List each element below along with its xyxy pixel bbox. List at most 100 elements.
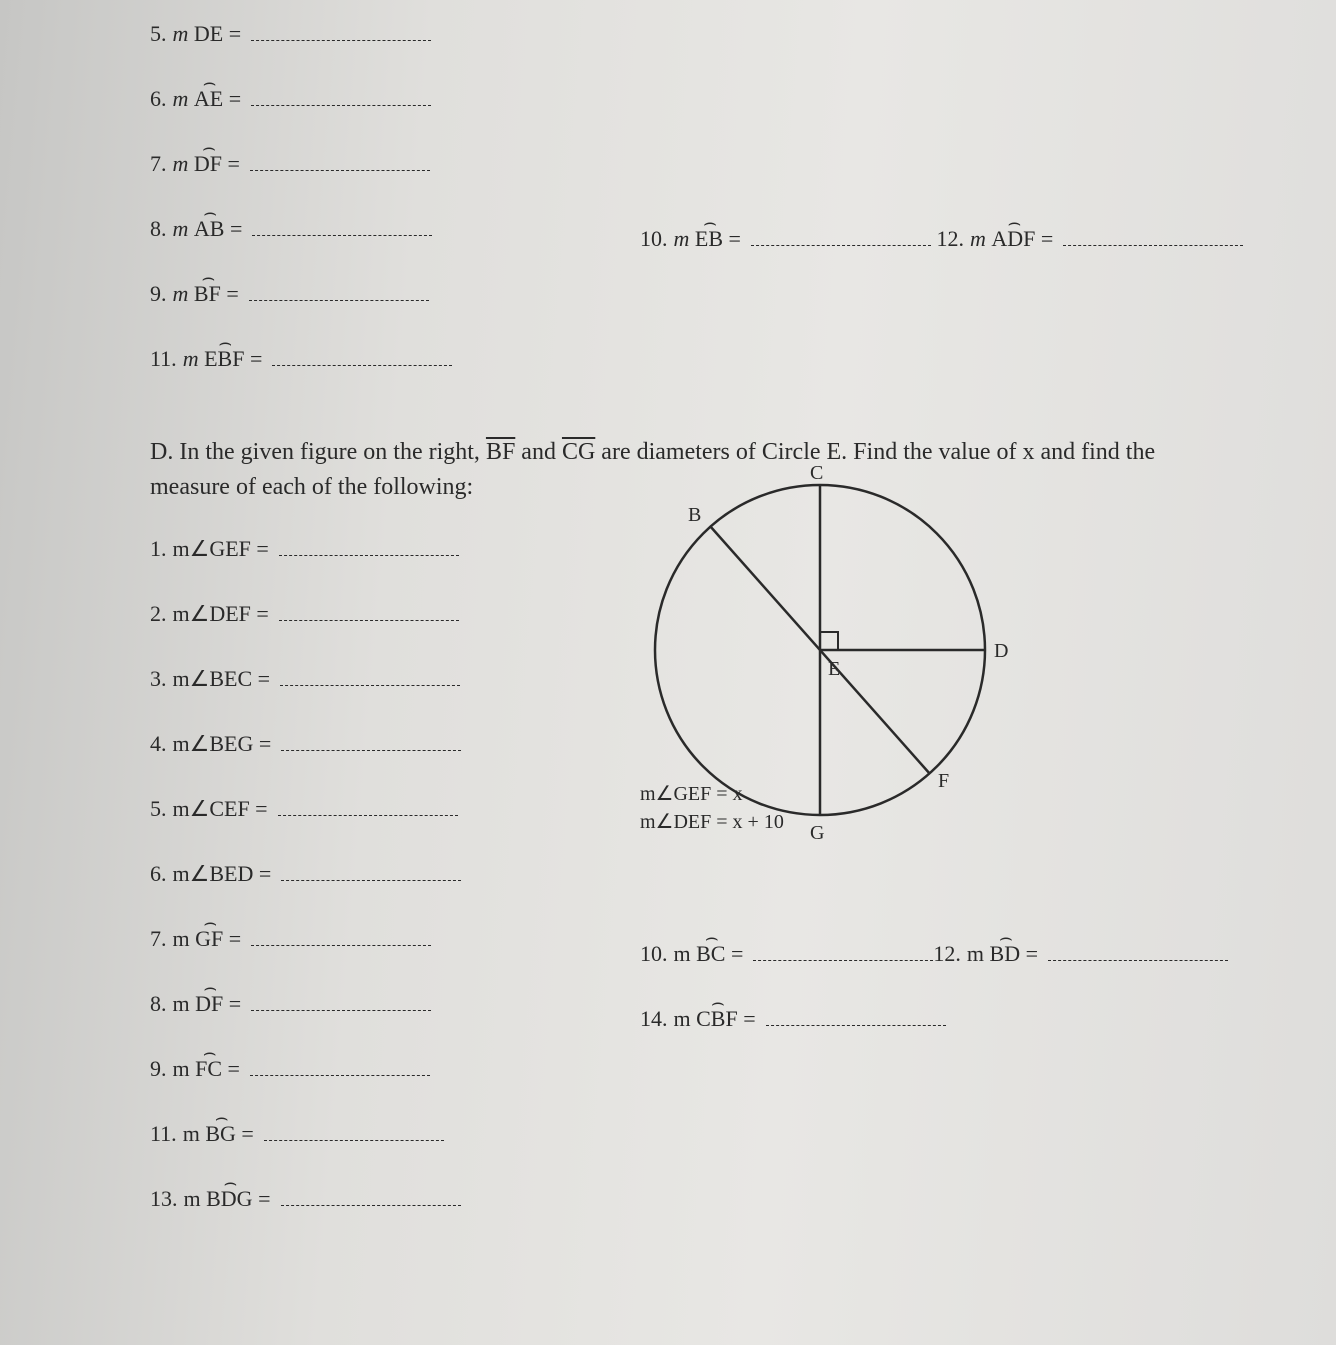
qlabel: m∠GEF =	[173, 536, 269, 562]
d-arc-left-13: 13.m BDG =	[150, 1183, 461, 1212]
top-right-column: 10. m EB = 12. m ADF =	[580, 0, 1276, 390]
q10-label: m EB =	[674, 226, 741, 252]
top-block: 5. m DE = 6. m AE = 7. m DF = 8. m AB = …	[150, 0, 1276, 390]
qblank[interactable]	[1048, 938, 1228, 961]
q8-num: 8.	[150, 216, 167, 242]
d-arc-left-7: 7.m GF =	[150, 923, 431, 952]
d-angle-q-6: 6.m∠BED =	[150, 858, 461, 887]
arc-list-left: 7.m GF = 8.m DF = 9.m FC = 11.m BG = 13.m BD…	[150, 905, 610, 1230]
q5-num: 5.	[150, 21, 167, 47]
qnum: 12.	[933, 941, 961, 967]
qnum: 6.	[150, 861, 167, 887]
d-angle-q-4: 4.m∠BEG =	[150, 728, 461, 757]
q11-blank[interactable]	[272, 343, 452, 366]
segment-cg: CG	[562, 439, 595, 465]
section-d-body: 1.m∠GEF =2.m∠DEF =3.m∠BEC =4.m∠BEG =5.m∠…	[150, 515, 1276, 1230]
q10-num: 10.	[640, 226, 668, 252]
qblank[interactable]	[279, 598, 459, 621]
qlabel: m GF =	[173, 926, 242, 952]
arc-list-right: 10.m BC = 12.m BD = 14.m CBF =	[640, 920, 1276, 1050]
q9: 9. m BF =	[150, 278, 429, 307]
circle-diagram: BCDFGE m∠GEF = x m∠DEF = x + 10	[610, 480, 1030, 860]
qnum: 10.	[640, 941, 668, 967]
q11-num: 11.	[150, 346, 177, 372]
point-label-E: E	[828, 658, 840, 681]
qblank[interactable]	[281, 728, 461, 751]
point-label-C: C	[810, 462, 823, 485]
qnum: 8.	[150, 991, 167, 1017]
qnum: 14.	[640, 1006, 668, 1032]
segment-bf: BF	[486, 439, 515, 465]
qlabel: m FC =	[173, 1056, 240, 1082]
q6-blank[interactable]	[251, 83, 431, 106]
qnum: 9.	[150, 1056, 167, 1082]
q9-num: 9.	[150, 281, 167, 307]
qblank[interactable]	[281, 1183, 461, 1206]
d-angle-q-2: 2.m∠DEF =	[150, 598, 459, 627]
q12-num: 12.	[936, 226, 964, 252]
q7-num: 7.	[150, 151, 167, 177]
qlabel: m∠BEG =	[173, 731, 272, 757]
d-arc-left-11: 11.m BG =	[150, 1118, 444, 1147]
qblank[interactable]	[281, 858, 461, 881]
q5-label: m DE =	[173, 21, 242, 47]
qblank[interactable]	[250, 1053, 430, 1076]
right-angle-box	[820, 632, 838, 650]
section-d-and: and	[515, 439, 562, 465]
angle-notes: m∠GEF = x m∠DEF = x + 10	[640, 780, 784, 836]
qlabel: m BD =	[967, 941, 1038, 967]
qlabel: m BC =	[674, 941, 744, 967]
qnum: 13.	[150, 1186, 178, 1212]
q9-blank[interactable]	[249, 278, 429, 301]
q7-blank[interactable]	[250, 148, 430, 171]
q7: 7. m DF =	[150, 148, 430, 177]
d-arc-left-9: 9.m FC =	[150, 1053, 430, 1082]
q9-label: m BF =	[173, 281, 239, 307]
qnum: 5.	[150, 796, 167, 822]
q11-label: m EBF =	[183, 346, 263, 372]
section-d-text1: In the given figure on the right,	[179, 439, 486, 465]
qblank[interactable]	[251, 923, 431, 946]
q10-blank[interactable]	[751, 223, 931, 246]
worksheet-page: 5. m DE = 6. m AE = 7. m DF = 8. m AB = …	[0, 0, 1336, 1345]
d-angle-q-3: 3.m∠BEC =	[150, 663, 460, 692]
qblank[interactable]	[278, 793, 458, 816]
qlabel: m∠BED =	[173, 861, 272, 887]
q8-blank[interactable]	[252, 213, 432, 236]
qnum: 11.	[150, 1121, 177, 1147]
angle-list: 1.m∠GEF =2.m∠DEF =3.m∠BEC =4.m∠BEG =5.m∠…	[150, 515, 610, 905]
q6: 6. m AE =	[150, 83, 431, 112]
d-angle-q-1: 1.m∠GEF =	[150, 533, 459, 562]
qblank[interactable]	[264, 1118, 444, 1141]
qblank[interactable]	[279, 533, 459, 556]
q5-blank[interactable]	[251, 18, 431, 41]
qblank[interactable]	[280, 663, 460, 686]
qlabel: m DF =	[173, 991, 242, 1017]
section-d-left: 1.m∠GEF =2.m∠DEF =3.m∠BEC =4.m∠BEG =5.m∠…	[150, 515, 610, 1230]
note-gef: m∠GEF = x	[640, 780, 784, 808]
qnum: 7.	[150, 926, 167, 952]
qnum: 2.	[150, 601, 167, 627]
q12-blank[interactable]	[1063, 223, 1243, 246]
qlabel: m∠BEC =	[173, 666, 271, 692]
top-left-column: 5. m DE = 6. m AE = 7. m DF = 8. m AB = …	[150, 0, 580, 390]
qblank[interactable]	[251, 988, 431, 1011]
q12-label: m ADF =	[970, 226, 1053, 252]
note-def: m∠DEF = x + 10	[640, 808, 784, 836]
qlabel: m∠CEF =	[173, 796, 268, 822]
qlabel: m CBF =	[674, 1006, 756, 1032]
q5: 5. m DE =	[150, 18, 431, 47]
d-arc-left-8: 8.m DF =	[150, 988, 431, 1017]
d-arc-right-12: 12.m BD =	[933, 938, 1228, 967]
qblank[interactable]	[753, 938, 933, 961]
q8-label: m AB =	[173, 216, 243, 242]
q6-num: 6.	[150, 86, 167, 112]
section-d-right: BCDFGE m∠GEF = x m∠DEF = x + 10 10.m BC …	[610, 515, 1276, 1230]
q7-label: m DF =	[173, 151, 240, 177]
qnum: 1.	[150, 536, 167, 562]
qblank[interactable]	[766, 1003, 946, 1026]
point-label-D: D	[994, 640, 1008, 663]
q12: 12. m ADF =	[936, 223, 1243, 252]
section-d-label: D.	[150, 439, 173, 465]
point-label-G: G	[810, 822, 824, 845]
